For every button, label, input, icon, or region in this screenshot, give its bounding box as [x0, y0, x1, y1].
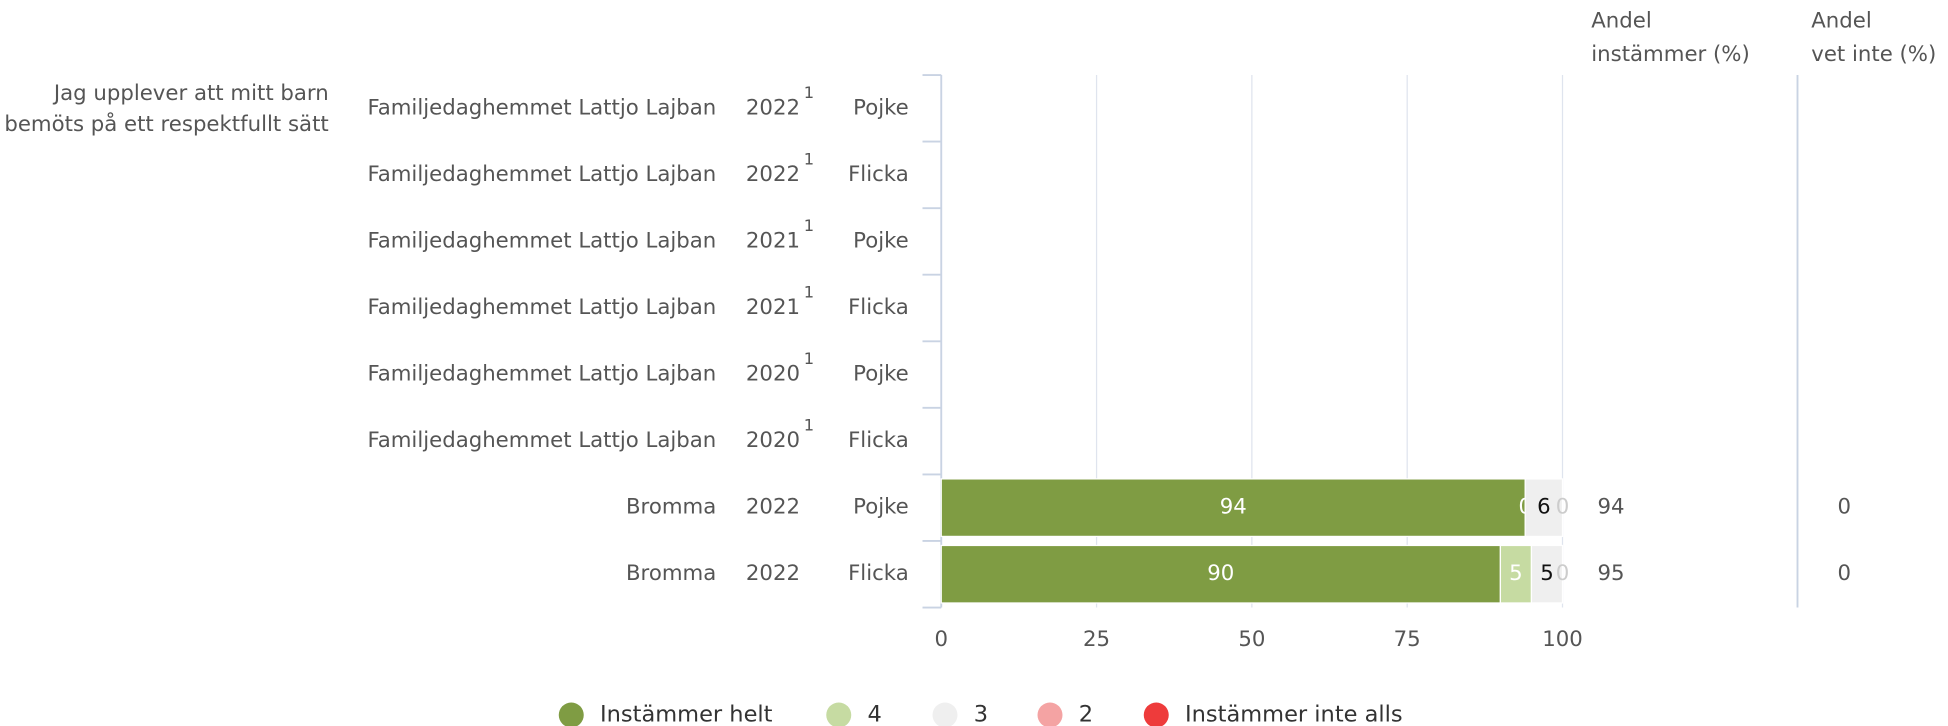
year-label: 2020 — [746, 428, 800, 453]
column-value: 0 — [1838, 495, 1852, 520]
footnote-mark: 1 — [804, 83, 814, 102]
year-label: 2022 — [746, 95, 800, 120]
footnote-mark: 1 — [804, 349, 814, 368]
x-tick-label: 100 — [1542, 627, 1583, 652]
question-label: Jag upplever att mitt barn — [52, 81, 329, 106]
unit-label: Familjedaghemmet Lattjo Lajban — [367, 162, 716, 187]
group-label: Flicka — [848, 162, 909, 187]
bar-segment — [1530, 544, 1564, 604]
question-label: bemöts på ett respektfullt sätt — [4, 111, 328, 137]
footnote-mark: 1 — [804, 282, 814, 301]
legend-label: Instämmer helt — [600, 702, 773, 726]
unit-label: Familjedaghemmet Lattjo Lajban — [367, 428, 716, 453]
unit-label: Bromma — [626, 495, 716, 520]
bar-value-label: 5 — [1540, 561, 1554, 586]
year-label: 2022 — [746, 561, 800, 586]
bar-value-label: 0 — [1556, 495, 1570, 520]
legend-swatch — [1037, 702, 1063, 726]
year-label: 2022 — [746, 162, 800, 187]
year-label: 2020 — [746, 362, 800, 387]
legend-label: 3 — [974, 702, 988, 726]
column-header: Andel — [1811, 8, 1871, 33]
bar-segment — [940, 478, 1526, 538]
x-tick-label: 0 — [934, 627, 948, 652]
bar-segment — [1499, 544, 1533, 604]
legend-label: 2 — [1079, 702, 1093, 726]
footnote-mark: 1 — [804, 149, 814, 168]
column-header: Andel — [1591, 8, 1651, 33]
bar-value-label: 94 — [1220, 495, 1247, 520]
unit-label: Familjedaghemmet Lattjo Lajban — [367, 362, 716, 387]
legend-swatch — [1143, 702, 1169, 726]
legend-swatch — [932, 702, 958, 726]
legend-swatch — [826, 702, 852, 726]
footnote-mark: 1 — [804, 416, 814, 435]
bar-value-label: 6 — [1537, 495, 1551, 520]
group-label: Pojke — [853, 228, 909, 253]
bar-segment — [1524, 478, 1564, 538]
legend-label: Instämmer inte alls — [1185, 702, 1403, 726]
x-tick-label: 50 — [1238, 627, 1265, 652]
legend-swatch — [558, 702, 584, 726]
unit-label: Familjedaghemmet Lattjo Lajban — [367, 228, 716, 253]
group-label: Pojke — [853, 495, 909, 520]
column-value: 94 — [1598, 495, 1625, 520]
footnote-mark: 1 — [804, 216, 814, 235]
year-label: 2022 — [746, 495, 800, 520]
bar-value-label: 90 — [1207, 561, 1234, 586]
unit-label: Bromma — [626, 561, 716, 586]
column-header: vet inte (%) — [1811, 42, 1936, 67]
group-label: Pojke — [853, 95, 909, 120]
group-label: Pojke — [853, 362, 909, 387]
unit-label: Familjedaghemmet Lattjo Lajban — [367, 295, 716, 320]
unit-label: Familjedaghemmet Lattjo Lajban — [367, 95, 716, 120]
x-tick-label: 75 — [1394, 627, 1421, 652]
bar-value-label: 5 — [1509, 561, 1523, 586]
year-label: 2021 — [746, 228, 800, 253]
x-tick-label: 25 — [1083, 627, 1110, 652]
group-label: Flicka — [848, 295, 909, 320]
legend-label: 4 — [868, 702, 882, 726]
column-header: instämmer (%) — [1591, 42, 1750, 67]
bar-value-label: 0 — [1556, 561, 1570, 586]
column-value: 0 — [1838, 561, 1852, 586]
year-label: 2021 — [746, 295, 800, 320]
group-label: Flicka — [848, 561, 909, 586]
column-value: 95 — [1598, 561, 1625, 586]
group-label: Flicka — [848, 428, 909, 453]
